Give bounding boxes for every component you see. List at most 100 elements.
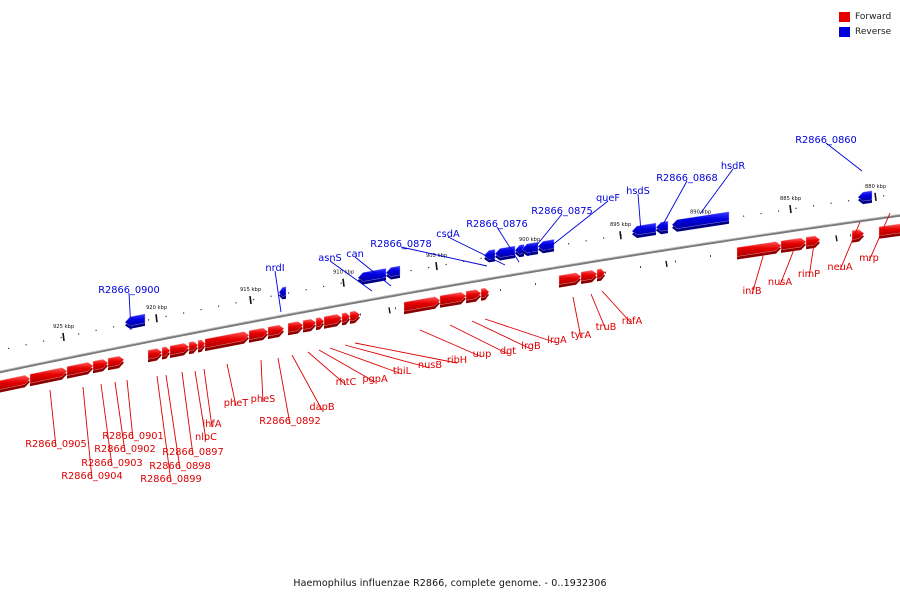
minor-tick-lower [640,265,641,268]
label-leader-line [82,386,93,480]
gene-arrow [267,324,285,337]
major-tick-lower [665,260,668,267]
major-tick [789,204,792,214]
gene-nusa[interactable] [780,237,807,253]
gene-nlpc[interactable] [188,341,199,355]
label-leader-line [329,347,403,375]
gene-arrow [197,339,206,350]
gene-arrow [287,321,304,333]
label-text: can [346,249,364,260]
gene-trub[interactable] [580,269,598,284]
gene-r2866-0902[interactable] [92,359,109,374]
tick-label-910-kbp: 910 kbp [333,270,355,276]
gene-r2866-0903[interactable] [66,362,94,379]
label-leader-line [808,243,815,278]
gene-rhtc[interactable] [302,318,317,333]
gene-r2866-0860[interactable] [857,190,873,205]
gene-hsds[interactable] [631,222,657,238]
gene-label-hsdr: hsdR [699,161,745,215]
gene-thil[interactable] [323,314,343,329]
gene-arrow [147,348,163,360]
gene-nrdi[interactable] [278,286,287,300]
gene-quef[interactable] [537,239,555,254]
gene-r2866-0900[interactable] [124,313,146,329]
label-text: R2866_0878 [370,239,432,250]
label-text: rimP [798,269,820,280]
gene-label-r2866-0876: R2866_0876 [466,219,528,263]
gene-nusb[interactable] [341,312,351,326]
gene-arrow [302,318,317,330]
genome-axis-layer [0,214,900,374]
gene-can[interactable] [385,265,401,280]
gene-arrow [341,312,351,323]
gene-label-r2866-0897: R2866_0897 [162,371,224,458]
label-text: R2866_0899 [140,474,202,485]
gene-dapb[interactable] [287,321,304,336]
label-leader-line [496,226,520,263]
label-text: truB [596,322,617,333]
gene-r2866-0898[interactable] [161,346,171,360]
gene-r2866-0892[interactable] [267,324,285,340]
label-text: R2866_0901 [102,431,164,442]
gene-dgt[interactable] [439,291,467,308]
gene-infb[interactable] [736,241,782,260]
gene-uup[interactable] [403,296,441,315]
legend-forward-swatch [839,11,850,22]
gene-arrow [161,346,171,357]
label-leader-line [194,370,207,441]
gene-label-dapb: dapB [291,354,335,413]
gene-phet[interactable] [204,331,250,352]
label-text: uup [473,349,492,360]
label-text: neuA [827,262,852,273]
minor-tick [78,333,80,335]
label-leader-line [449,324,509,355]
minor-tick [183,312,185,314]
gene-lrgb[interactable] [465,289,482,304]
gene-phes[interactable] [248,327,269,343]
gene-r2866-0875[interactable] [521,241,539,256]
gene-rimp[interactable] [805,235,821,250]
label-text: nusA [768,277,793,288]
gene-r2866-0897[interactable] [169,342,190,358]
gene-label-asns: asnS [318,253,373,292]
label-text: pheS [251,394,276,405]
gene-label-r2866-0901: R2866_0901 [102,379,164,442]
gene-r2866-0901[interactable] [107,355,125,371]
label-leader-line [751,252,765,295]
label-text: lrgB [521,341,541,352]
major-tick-lower [388,307,391,314]
gene-csda[interactable] [494,245,516,261]
gene-tyra[interactable] [558,272,582,288]
major-tick [155,314,158,323]
gene-arrow [480,287,490,298]
gene-r2866-0868[interactable] [655,220,669,235]
major-tick [619,231,622,240]
gene-label-neua: neuA [827,221,861,273]
label-leader-line [291,354,323,411]
label-text: hsdS [626,186,650,197]
minor-tick-lower [535,283,536,286]
gene-r2866-0905[interactable] [0,375,31,393]
minor-tick [60,336,62,339]
legend-reverse-label: Reverse [855,26,892,37]
gene-ribh[interactable] [349,310,361,324]
gene-r2866-0904[interactable] [29,367,68,387]
label-text: thiL [393,366,412,377]
gene-ihfa[interactable] [197,339,206,353]
gene-lrga[interactable] [480,287,490,301]
minor-tick [95,329,97,332]
label-leader-line [307,351,347,386]
minor-tick [25,344,27,346]
gene-hsdr[interactable] [671,211,730,232]
label-leader-line [114,381,126,453]
gene-r2866-0876[interactable] [514,244,525,258]
gene-rbfa[interactable] [596,268,606,282]
gene-r2866-0899[interactable] [147,348,163,363]
label-leader-line [447,236,506,266]
minor-tick [445,263,447,266]
gene-pgpa[interactable] [315,317,325,331]
minor-tick [148,319,150,321]
gene-arrow [439,291,467,306]
label-text: R2866_0900 [98,285,160,296]
